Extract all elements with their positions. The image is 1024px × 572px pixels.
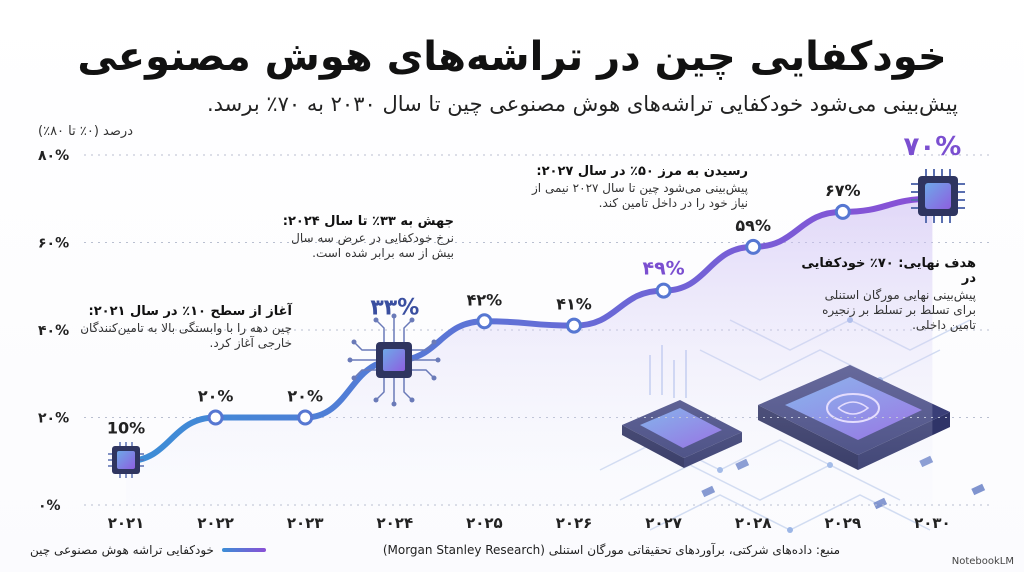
annotation-2027-heading: رسیدن به مرز ۵۰٪ در سال ۲۰۲۷:	[536, 164, 748, 179]
data-point	[745, 238, 762, 255]
series-line	[123, 195, 936, 465]
data-labels: 10% ۲۰% ۲۰% ۳۳% ۴۲% ۴۱% ۴۹% ۵۹% ۶۷% ۷۰%	[107, 132, 961, 438]
y-axis-unit-label: درصد (۰٪ تا ۸۰٪)	[38, 124, 133, 139]
y-tick-label: ۸۰%	[38, 148, 69, 164]
data-label: ۴۹%	[642, 258, 684, 280]
data-point	[834, 203, 851, 220]
annotation-2030-text: پیش‌بینی نهایی مورگان استنلی برای تسلط ب…	[822, 288, 976, 332]
x-tick-label: ۲۰۲۷	[645, 514, 682, 532]
data-point	[297, 409, 314, 426]
x-tick-label: ۲۰۲۲	[197, 514, 234, 532]
chip-icon-2024	[347, 313, 441, 407]
annotation-2021-text: چین دهه را با وابستگی بالا به تامین‌کنند…	[80, 321, 292, 350]
data-label: ۴۱%	[556, 295, 592, 314]
y-tick-label: ۴۰%	[38, 323, 69, 339]
chip-icon-2021	[108, 442, 144, 478]
chip-icon-2030	[911, 169, 965, 223]
data-point	[655, 282, 672, 299]
x-tick-label: ۲۰۲۱	[108, 514, 145, 532]
legend-swatch	[221, 548, 266, 552]
data-label: ۲۰%	[287, 387, 323, 406]
y-tick-label: ۰%	[38, 498, 61, 514]
y-axis: ۰% ۲۰% ۴۰% ۶۰% ۸۰%	[38, 148, 69, 514]
data-point	[566, 317, 582, 334]
x-tick-label: ۲۰۲۵	[466, 514, 503, 532]
chart-legend: خودکفایی تراشه هوش مصنوعی چین	[30, 543, 266, 557]
data-point	[476, 313, 493, 330]
data-label: 10%	[107, 418, 145, 437]
annotation-2021: آغاز از سطح ۱۰٪ در سال ۲۰۲۱: چین دهه را …	[72, 304, 292, 351]
x-tick-label: ۲۰۲۸	[735, 514, 772, 532]
brand-watermark: NotebookLM	[951, 556, 1014, 567]
page-subtitle: پیش‌بینی می‌شود خودکفایی تراشه‌های هوش م…	[206, 92, 958, 116]
series-points	[207, 203, 851, 426]
chart-area-fill	[126, 198, 933, 505]
y-tick-label: ۲۰%	[38, 411, 69, 427]
data-label: ۳۳%	[370, 296, 419, 321]
data-label: ۷۰%	[904, 132, 962, 162]
y-tick-label: ۶۰%	[38, 236, 69, 252]
data-label: ۲۰%	[198, 387, 234, 406]
x-tick-label: ۲۰۲۴	[376, 514, 413, 532]
annotation-2024-heading: جهش به ۳۳٪ تا سال ۲۰۲۴:	[282, 214, 454, 229]
annotation-2030: هدف نهایی: ۷۰٪ خودکفایی در پیش‌بینی نهای…	[800, 256, 976, 333]
x-tick-label: ۲۰۲۳	[287, 514, 324, 532]
x-tick-label: ۲۰۲۹	[824, 514, 861, 532]
annotation-2027-text: پیش‌بینی می‌شود چین تا سال ۲۰۲۷ نیمی از …	[532, 181, 748, 210]
annotation-2024-text: نرخ خودکفایی در عرض سه سال بیش از سه برا…	[291, 231, 454, 260]
data-point	[207, 409, 224, 426]
data-label: ۴۲%	[467, 290, 503, 309]
annotation-2030-heading: هدف نهایی: ۷۰٪ خودکفایی در	[801, 256, 976, 286]
page-title: خودکفایی چین در تراشه‌های هوش مصنوعی	[77, 34, 947, 80]
data-label: ۵۹%	[735, 216, 771, 235]
x-tick-label: ۲۰۲۶	[556, 514, 593, 532]
legend-label: خودکفایی تراشه هوش مصنوعی چین	[30, 543, 214, 557]
x-tick-label: ۲۰۳۰	[914, 514, 951, 532]
annotation-2024: جهش به ۳۳٪ تا سال ۲۰۲۴: نرخ خودکفایی در …	[268, 214, 454, 261]
source-note: منبع: داده‌های شرکتی، برآوردهای تحقیقاتی…	[382, 543, 840, 557]
data-label: ۶۷%	[825, 181, 861, 200]
x-axis: ۲۰۲۱ ۲۰۲۲ ۲۰۲۳ ۲۰۲۴ ۲۰۲۵ ۲۰۲۶ ۲۰۲۷ ۲۰۲۸ ۲۰۲۹ ۲۰۳۰	[108, 514, 951, 532]
annotation-2027: رسیدن به مرز ۵۰٪ در سال ۲۰۲۷: پیش‌بینی م…	[520, 164, 748, 211]
annotation-2021-heading: آغاز از سطح ۱۰٪ در سال ۲۰۲۱:	[88, 304, 293, 319]
